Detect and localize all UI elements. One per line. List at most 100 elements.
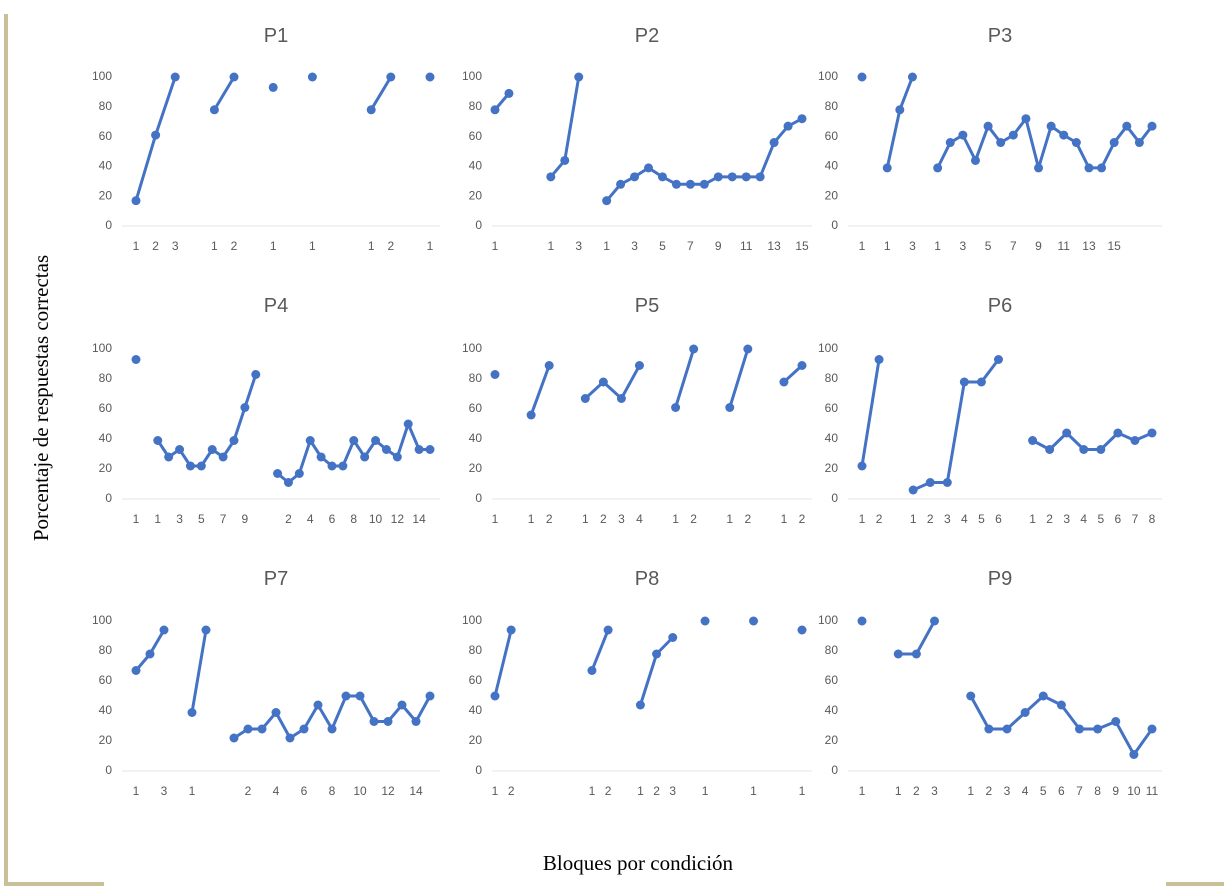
data-point xyxy=(546,172,556,182)
data-point xyxy=(603,625,613,635)
y-tick-label: 20 xyxy=(99,461,113,475)
y-tick-label: 80 xyxy=(99,371,113,385)
data-point xyxy=(1062,428,1072,438)
x-tick-label: 1 xyxy=(799,784,806,798)
data-point xyxy=(164,452,174,462)
y-tick-label: 40 xyxy=(469,703,483,717)
data-point xyxy=(313,700,323,710)
x-tick-label: 1 xyxy=(582,512,589,526)
series-line xyxy=(885,76,1154,170)
y-tick-label: 0 xyxy=(475,491,482,505)
x-tick-label: 1 xyxy=(1029,512,1036,526)
data-point xyxy=(131,196,141,206)
x-tick-label: 5 xyxy=(1097,512,1104,526)
x-tick-label: 2 xyxy=(927,512,934,526)
y-tick-label: 60 xyxy=(99,673,113,687)
y-tick-label: 100 xyxy=(462,341,482,355)
panel-title: P8 xyxy=(635,568,659,590)
x-tick-label: 1 xyxy=(211,239,218,253)
x-tick-label: 4 xyxy=(636,512,643,526)
x-tick-label: 10 xyxy=(1127,784,1141,798)
y-tick-label: 40 xyxy=(825,159,839,173)
data-point xyxy=(560,155,570,165)
data-point xyxy=(602,196,612,206)
y-axis-label: Porcentaje de respuestas correctas xyxy=(29,255,53,541)
y-tick-label: 100 xyxy=(92,613,112,627)
data-point xyxy=(506,625,516,635)
data-point xyxy=(243,724,253,734)
data-point xyxy=(797,361,807,370)
x-tick-label: 8 xyxy=(329,784,336,798)
data-point xyxy=(305,436,315,445)
x-tick-label: 1 xyxy=(702,784,709,798)
data-point xyxy=(1097,163,1107,173)
data-point xyxy=(1038,691,1048,701)
data-point xyxy=(893,649,903,659)
y-tick-label: 20 xyxy=(469,733,483,747)
x-tick-label: 3 xyxy=(631,239,638,253)
x-tick-label: 6 xyxy=(329,512,336,526)
x-tick-label: 15 xyxy=(795,239,809,253)
x-tick-label: 1 xyxy=(492,512,499,526)
y-tick-label: 60 xyxy=(99,129,113,143)
x-tick-label: 12 xyxy=(391,512,405,526)
x-tick-label: 4 xyxy=(273,784,280,798)
x-tick-label: 1 xyxy=(637,784,644,798)
x-tick-label: 1 xyxy=(528,512,535,526)
data-point xyxy=(307,72,317,82)
y-tick-label: 100 xyxy=(818,341,838,355)
x-tick-label: 1 xyxy=(189,784,196,798)
x-tick-label: 4 xyxy=(961,512,968,526)
y-tick-label: 60 xyxy=(469,129,483,143)
data-point xyxy=(630,172,640,182)
data-point xyxy=(369,717,379,726)
x-tick-label: 8 xyxy=(1149,512,1156,526)
y-tick-label: 40 xyxy=(99,159,113,173)
x-tick-label: 3 xyxy=(176,512,183,526)
x-tick-label: 3 xyxy=(931,784,938,798)
y-tick-label: 100 xyxy=(92,341,112,355)
data-point xyxy=(411,717,421,726)
data-point xyxy=(257,724,267,734)
data-point xyxy=(993,355,1003,364)
data-point xyxy=(1111,717,1121,726)
x-tick-label: 1 xyxy=(603,239,610,253)
x-tick-label: 1 xyxy=(133,512,140,526)
y-tick-label: 40 xyxy=(825,431,839,445)
x-tick-label: 2 xyxy=(152,239,159,253)
y-tick-label: 0 xyxy=(831,491,838,505)
data-point xyxy=(386,72,396,82)
data-point xyxy=(671,179,681,189)
x-tick-label: 1 xyxy=(492,239,499,253)
data-point xyxy=(240,403,250,412)
data-point xyxy=(366,105,376,115)
y-tick-label: 20 xyxy=(469,188,483,202)
data-point xyxy=(725,403,735,412)
data-point xyxy=(911,649,921,659)
data-point xyxy=(1147,121,1157,131)
x-tick-label: 2 xyxy=(986,784,993,798)
x-tick-label: 2 xyxy=(600,512,607,526)
x-tick-label: 5 xyxy=(659,239,666,253)
data-point xyxy=(229,436,239,445)
data-point xyxy=(1034,163,1044,173)
x-tick-label: 1 xyxy=(309,239,316,253)
data-point xyxy=(857,616,867,626)
data-point xyxy=(1129,750,1139,759)
y-tick-label: 100 xyxy=(818,613,838,627)
data-point xyxy=(425,691,435,701)
y-tick-label: 100 xyxy=(818,69,838,83)
x-tick-label: 2 xyxy=(245,784,252,798)
x-tick-label: 1 xyxy=(133,239,140,253)
x-tick-label: 3 xyxy=(1063,512,1070,526)
data-point xyxy=(930,616,939,626)
data-point xyxy=(397,700,407,710)
x-tick-label: 2 xyxy=(744,512,751,526)
data-point xyxy=(1147,428,1157,438)
data-point xyxy=(635,700,645,710)
x-tick-label: 1 xyxy=(547,239,554,253)
x-tick-label: 9 xyxy=(1112,784,1119,798)
x-tick-label: 1 xyxy=(589,784,596,798)
data-point xyxy=(327,461,337,471)
x-tick-label: 2 xyxy=(913,784,920,798)
